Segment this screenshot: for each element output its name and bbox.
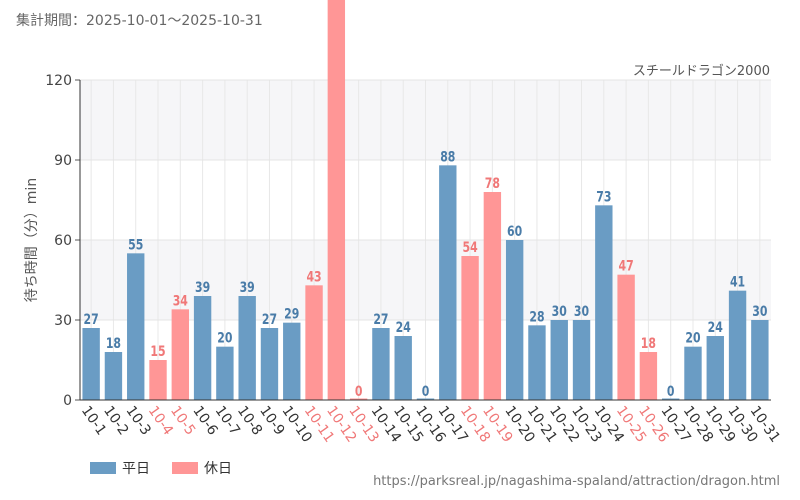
data-label: 34: [173, 292, 188, 309]
data-label: 24: [396, 319, 411, 336]
legend-holiday-label: 休日: [204, 461, 232, 477]
data-label: 30: [552, 303, 567, 320]
bar: [662, 398, 680, 400]
legend: 平日 休日: [90, 458, 232, 478]
legend-holiday-swatch: [172, 462, 198, 474]
data-label: 30: [752, 303, 767, 320]
bar: [728, 290, 747, 400]
data-label: 20: [685, 329, 700, 346]
data-label: 73: [596, 188, 611, 205]
bar: [305, 285, 323, 400]
data-label: 27: [373, 311, 388, 328]
bar: [127, 253, 145, 400]
bar: [439, 165, 457, 400]
period-label: 集計期間：2025-10-01〜2025-10-31: [16, 13, 263, 29]
bar: [349, 398, 368, 400]
bar: [528, 325, 546, 400]
source-url: https://parksreal.jp/nagashima-spaland/a…: [373, 474, 780, 489]
data-label: 15: [150, 343, 165, 360]
data-label: 0: [355, 383, 363, 400]
data-label: 54: [462, 239, 477, 256]
bar: [617, 274, 635, 400]
data-label: 24: [708, 319, 723, 336]
data-label: 88: [440, 148, 455, 165]
y-tick-label: 30: [54, 313, 72, 329]
data-label: 47: [619, 257, 634, 274]
data-label: 18: [641, 335, 656, 352]
data-label: 41: [730, 273, 745, 290]
y-tick-label: 120: [45, 73, 72, 89]
bar: [238, 296, 256, 400]
y-tick-label: 60: [54, 233, 72, 249]
bar: [149, 360, 167, 400]
bar: [751, 320, 769, 400]
wait-time-chart: 03060901202710-11810-25510-31510-43410-5…: [24, 0, 783, 446]
data-label: 29: [284, 305, 299, 322]
bar: [260, 328, 279, 400]
legend-weekday-label: 平日: [122, 461, 150, 477]
y-axis-label: 待ち時間（分）min: [24, 178, 40, 302]
data-label: 60: [507, 223, 522, 240]
data-label: 28: [529, 308, 544, 325]
y-tick-label: 90: [54, 153, 72, 169]
data-label: 20: [217, 329, 232, 346]
bar: [639, 352, 658, 400]
bar: [372, 328, 390, 400]
legend-weekday-swatch: [90, 462, 116, 474]
data-label: 18: [106, 335, 121, 352]
attraction-name: スチールドラゴン2000: [632, 64, 770, 79]
bar-offscale: [327, 0, 346, 400]
data-label: 30: [574, 303, 589, 320]
data-label: 39: [195, 279, 210, 296]
bar: [572, 320, 591, 400]
bar: [216, 346, 234, 400]
bar: [550, 320, 568, 400]
data-label: 27: [84, 311, 99, 328]
bar: [104, 352, 123, 400]
bar: [82, 328, 100, 400]
data-label: 78: [485, 175, 500, 192]
data-label: 39: [240, 279, 255, 296]
bar: [505, 240, 524, 400]
legend-holiday: 休日: [172, 458, 232, 478]
data-label: 27: [262, 311, 277, 328]
data-label: 43: [306, 268, 321, 285]
bar: [283, 322, 301, 400]
data-label: 0: [422, 383, 430, 400]
bar: [684, 346, 702, 400]
data-label: 0: [667, 383, 675, 400]
bar: [394, 336, 412, 400]
bar: [461, 256, 479, 400]
bar: [171, 309, 189, 400]
bar: [193, 296, 212, 400]
bar: [483, 192, 502, 400]
bar: [706, 336, 724, 400]
data-label: 55: [128, 236, 143, 253]
bar: [416, 398, 435, 400]
legend-weekday: 平日: [90, 458, 150, 478]
y-tick-label: 0: [63, 393, 72, 409]
bar: [595, 205, 613, 400]
